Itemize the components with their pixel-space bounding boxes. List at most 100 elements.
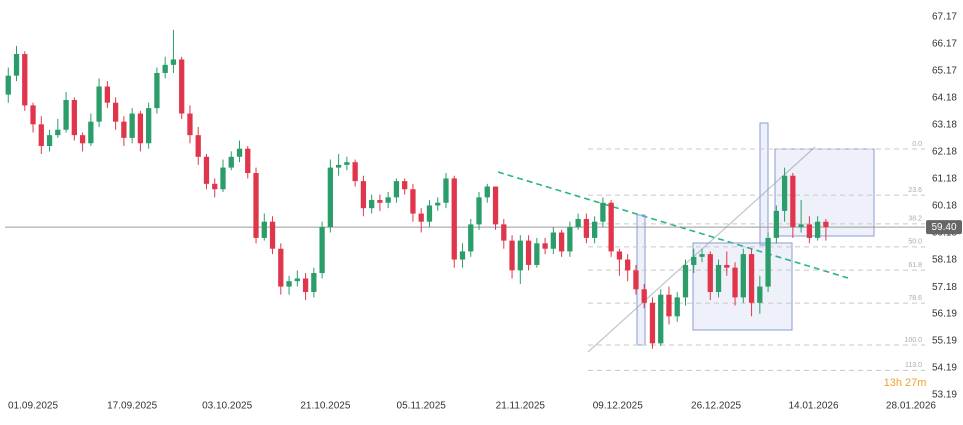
x-tick-label: 17.09.2025 — [107, 401, 157, 412]
candle-body — [600, 202, 606, 222]
y-tick-label: 64.18 — [932, 92, 957, 103]
candle-body — [649, 302, 656, 344]
candle-body — [517, 240, 523, 271]
candle-body — [501, 224, 507, 241]
candle-body — [261, 221, 267, 238]
candle-body — [724, 264, 730, 268]
candle-body — [781, 175, 788, 211]
candle-body — [253, 173, 259, 238]
candle-body — [129, 113, 135, 138]
candle-body — [187, 113, 193, 136]
candle-body — [658, 294, 664, 344]
y-tick-label: 55.19 — [932, 336, 957, 347]
x-tick-label: 26.12.2025 — [691, 401, 741, 412]
y-tick-label: 54.19 — [932, 363, 957, 374]
candle-body — [236, 148, 243, 157]
candle-body — [558, 232, 565, 252]
last-price-label: 59.40 — [931, 222, 956, 233]
candle-body — [732, 267, 738, 298]
candle-body — [5, 75, 11, 95]
candle-body — [162, 64, 168, 73]
candle-body — [402, 181, 408, 190]
x-tick-label: 05.11.2025 — [397, 401, 447, 412]
candle-body — [269, 221, 276, 249]
candle-body — [410, 189, 416, 214]
candle-body — [220, 167, 226, 190]
candle-body — [203, 156, 210, 184]
candle-body — [352, 162, 358, 182]
candle-body — [567, 227, 573, 252]
candle-body — [476, 197, 482, 225]
y-tick-label: 66.17 — [932, 39, 957, 50]
candle-body — [30, 105, 36, 125]
fib-label: 0.0 — [912, 141, 922, 148]
x-tick-label: 03.10.2025 — [202, 401, 252, 412]
candle-body — [112, 102, 119, 122]
x-tick-label: 01.09.2025 — [8, 401, 58, 412]
candle-body — [418, 213, 424, 222]
candle-body — [286, 281, 292, 287]
fib-label: 113.0 — [905, 362, 922, 369]
candle-body — [212, 183, 218, 190]
candle-body — [96, 86, 102, 122]
candle-body — [63, 100, 69, 130]
y-tick-label: 65.17 — [932, 66, 957, 77]
candle-body — [633, 270, 639, 290]
candle-body — [71, 100, 77, 136]
candle-body — [542, 243, 548, 249]
candle-body — [459, 251, 466, 260]
candle-body — [757, 286, 763, 303]
fib-label: 61.8 — [908, 262, 922, 269]
candle-body — [137, 113, 144, 144]
candle-body — [443, 178, 449, 203]
candle-body — [468, 224, 474, 252]
y-tick-label: 58.18 — [932, 255, 957, 266]
candle-body — [104, 86, 111, 103]
candle-body — [335, 164, 342, 168]
candle-body — [228, 156, 234, 168]
y-tick-label: 61.18 — [932, 174, 957, 185]
y-tick-label: 63.18 — [932, 120, 957, 131]
fib-label: 38.2 — [908, 216, 922, 223]
candle-body — [311, 273, 317, 292]
candle-body — [765, 237, 771, 287]
candle-body — [806, 224, 813, 238]
candle-body — [121, 121, 127, 138]
y-tick-label: 57.18 — [932, 282, 957, 293]
candle-body — [79, 135, 86, 144]
candle-body — [625, 259, 631, 271]
candle-body — [682, 264, 689, 298]
candle-body — [278, 248, 284, 287]
y-tick-label: 53.19 — [932, 390, 957, 401]
candle-body — [435, 202, 441, 206]
candle-body — [666, 294, 672, 317]
candle-body — [327, 167, 333, 228]
candle-body — [550, 232, 556, 249]
candle-body — [525, 240, 532, 265]
candle-body — [146, 108, 152, 144]
candle-body — [608, 202, 614, 252]
candle-body — [451, 178, 457, 260]
candle-body — [583, 218, 590, 238]
candle-body — [46, 135, 53, 146]
candle-body — [377, 200, 383, 203]
fib-label: 78.6 — [908, 295, 922, 302]
candle-body — [22, 54, 28, 106]
candle-body — [154, 72, 160, 109]
candle-body — [592, 221, 598, 238]
y-tick-label: 56.19 — [932, 309, 957, 320]
candle-body — [575, 218, 581, 228]
candle-body — [369, 200, 375, 209]
candle-body — [426, 205, 433, 222]
candle-body — [699, 254, 705, 257]
box — [759, 122, 769, 246]
candle-body — [534, 243, 540, 265]
candle-body — [674, 297, 680, 317]
candle-body — [344, 162, 350, 165]
candle-body — [13, 54, 20, 76]
candle-body — [319, 227, 325, 274]
candle-body — [773, 210, 779, 238]
x-tick-label: 28.01.2026 — [886, 401, 936, 412]
candle-body — [509, 240, 515, 271]
y-tick-label: 60.18 — [932, 201, 957, 212]
